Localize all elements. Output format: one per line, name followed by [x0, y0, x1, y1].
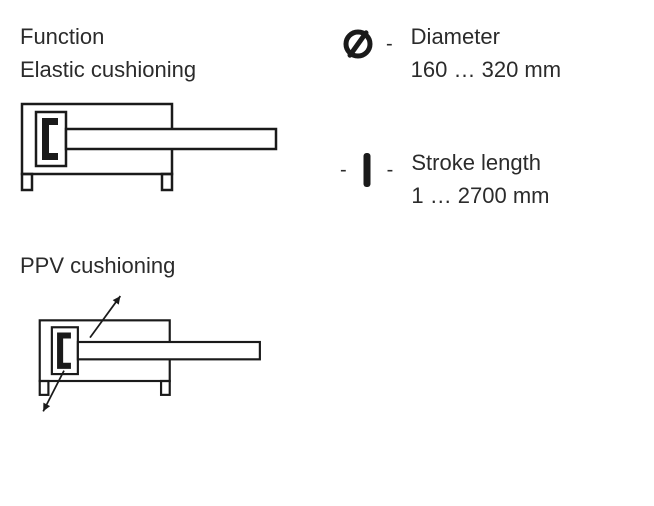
function-heading: Function [20, 20, 310, 53]
dash-icon: - [387, 159, 394, 182]
left-column: Function Elastic cushioning PPV cushioni… [20, 20, 310, 440]
right-column: - Diameter 160 … 320 mm - - Stroke lengt… [340, 20, 634, 440]
dash-icon: - [340, 159, 347, 182]
ppv-cushioning-label: PPV cushioning [20, 249, 310, 282]
ppv-cylinder-diagram [20, 290, 310, 420]
diameter-value: 160 … 320 mm [411, 53, 561, 86]
stroke-icon-wrap: - - [340, 150, 393, 190]
stroke-label: Stroke length [411, 146, 549, 179]
spec-page: Function Elastic cushioning PPV cushioni… [20, 20, 634, 440]
stroke-icon [357, 150, 377, 190]
diameter-icon-wrap: - [340, 24, 393, 64]
stroke-spec: - - Stroke length 1 … 2700 mm [340, 146, 634, 212]
diameter-spec: - Diameter 160 … 320 mm [340, 20, 634, 86]
diameter-label: Diameter [411, 20, 561, 53]
dash-icon: - [386, 33, 393, 56]
elastic-cylinder-diagram [20, 94, 310, 199]
diameter-icon [340, 26, 376, 62]
elastic-cushioning-label: Elastic cushioning [20, 53, 310, 86]
stroke-value: 1 … 2700 mm [411, 179, 549, 212]
